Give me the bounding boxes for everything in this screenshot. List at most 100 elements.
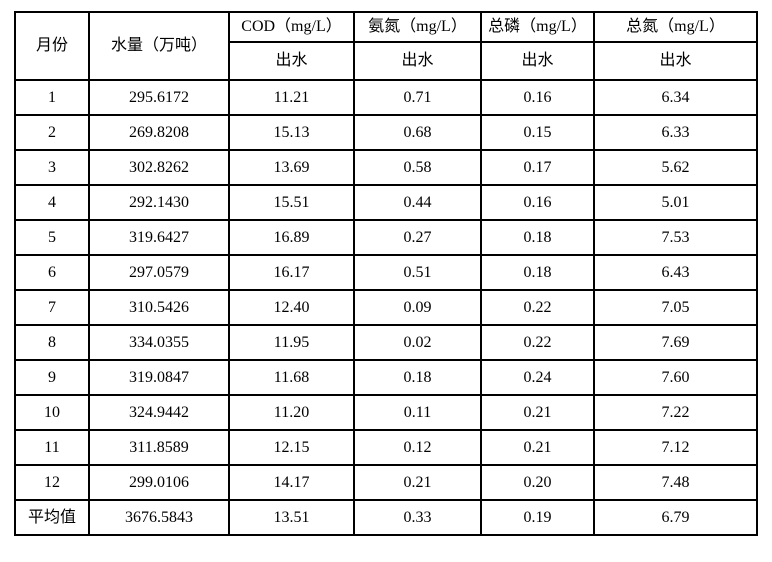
table-cell: 319.0847 xyxy=(88,359,230,396)
table-cell: 7.48 xyxy=(593,464,758,501)
water-quality-table: 月份 水量（万吨） COD（mg/L） 氨氮（mg/L） 总磷（mg/L） 总氮… xyxy=(14,11,758,536)
table-row: 平均值 3676.5843 13.51 0.33 0.19 6.79 xyxy=(14,499,758,536)
column-header-total-nitrogen: 总氮（mg/L） xyxy=(593,11,758,43)
table-row: 10 324.9442 11.20 0.11 0.21 7.22 xyxy=(14,394,758,431)
table-row: 2 269.8208 15.13 0.68 0.15 6.33 xyxy=(14,114,758,151)
subheader-cod-outflow: 出水 xyxy=(228,41,355,81)
table-cell: 0.18 xyxy=(353,359,482,396)
table-cell: 0.12 xyxy=(353,429,482,466)
table-cell: 319.6427 xyxy=(88,219,230,256)
table-cell: 0.68 xyxy=(353,114,482,151)
table-cell: 11.20 xyxy=(228,394,355,431)
month-cell: 4 xyxy=(14,184,90,221)
month-cell: 2 xyxy=(14,114,90,151)
column-header-water-volume: 水量（万吨） xyxy=(88,11,230,81)
table-cell: 0.17 xyxy=(480,149,595,186)
table-cell: 0.22 xyxy=(480,324,595,361)
table-cell: 269.8208 xyxy=(88,114,230,151)
table-cell: 6.34 xyxy=(593,79,758,116)
table-cell: 5.01 xyxy=(593,184,758,221)
table-cell: 0.58 xyxy=(353,149,482,186)
month-cell: 7 xyxy=(14,289,90,326)
month-cell: 1 xyxy=(14,79,90,116)
table-cell: 7.53 xyxy=(593,219,758,256)
month-cell: 10 xyxy=(14,394,90,431)
month-cell: 5 xyxy=(14,219,90,256)
table-cell: 0.44 xyxy=(353,184,482,221)
table-cell: 15.51 xyxy=(228,184,355,221)
table-cell: 0.24 xyxy=(480,359,595,396)
table-cell: 0.22 xyxy=(480,289,595,326)
table-cell: 0.15 xyxy=(480,114,595,151)
table-cell: 295.6172 xyxy=(88,79,230,116)
subheader-ammonia-outflow: 出水 xyxy=(353,41,482,81)
table-row: 5 319.6427 16.89 0.27 0.18 7.53 xyxy=(14,219,758,256)
table-cell: 0.18 xyxy=(480,219,595,256)
table-cell: 16.89 xyxy=(228,219,355,256)
table-cell: 16.17 xyxy=(228,254,355,291)
table-cell: 13.69 xyxy=(228,149,355,186)
month-cell: 6 xyxy=(14,254,90,291)
table-cell: 11.68 xyxy=(228,359,355,396)
month-cell: 8 xyxy=(14,324,90,361)
month-cell: 平均值 xyxy=(14,499,90,536)
table-cell: 15.13 xyxy=(228,114,355,151)
table-cell: 0.21 xyxy=(480,429,595,466)
table-cell: 6.33 xyxy=(593,114,758,151)
table-cell: 0.71 xyxy=(353,79,482,116)
table-row: 9 319.0847 11.68 0.18 0.24 7.60 xyxy=(14,359,758,396)
table-cell: 13.51 xyxy=(228,499,355,536)
table-row: 11 311.8589 12.15 0.12 0.21 7.12 xyxy=(14,429,758,466)
table-cell: 5.62 xyxy=(593,149,758,186)
table-cell: 0.18 xyxy=(480,254,595,291)
month-cell: 3 xyxy=(14,149,90,186)
table-cell: 6.43 xyxy=(593,254,758,291)
table-cell: 7.22 xyxy=(593,394,758,431)
table-cell: 302.8262 xyxy=(88,149,230,186)
table-row: 7 310.5426 12.40 0.09 0.22 7.05 xyxy=(14,289,758,326)
table-cell: 7.69 xyxy=(593,324,758,361)
subheader-phosphorus-outflow: 出水 xyxy=(480,41,595,81)
column-header-cod: COD（mg/L） xyxy=(228,11,355,43)
column-header-month: 月份 xyxy=(14,11,90,81)
table-cell: 0.11 xyxy=(353,394,482,431)
table-cell: 0.02 xyxy=(353,324,482,361)
table-row: 6 297.0579 16.17 0.51 0.18 6.43 xyxy=(14,254,758,291)
column-header-ammonia-nitrogen: 氨氮（mg/L） xyxy=(353,11,482,43)
table-body: 1 295.6172 11.21 0.71 0.16 6.34 2 269.8208 15.13… xyxy=(14,79,758,536)
table-cell: 324.9442 xyxy=(88,394,230,431)
table-cell: 0.16 xyxy=(480,184,595,221)
table-cell: 0.27 xyxy=(353,219,482,256)
table-cell: 0.19 xyxy=(480,499,595,536)
table-cell: 0.21 xyxy=(480,394,595,431)
month-cell: 9 xyxy=(14,359,90,396)
table-cell: 310.5426 xyxy=(88,289,230,326)
table-row: 4 292.1430 15.51 0.44 0.16 5.01 xyxy=(14,184,758,221)
table-cell: 292.1430 xyxy=(88,184,230,221)
table-cell: 12.15 xyxy=(228,429,355,466)
table-cell: 11.21 xyxy=(228,79,355,116)
table-cell: 0.09 xyxy=(353,289,482,326)
table-row: 3 302.8262 13.69 0.58 0.17 5.62 xyxy=(14,149,758,186)
table-row: 8 334.0355 11.95 0.02 0.22 7.69 xyxy=(14,324,758,361)
table-cell: 0.51 xyxy=(353,254,482,291)
table-cell: 0.20 xyxy=(480,464,595,501)
month-cell: 12 xyxy=(14,464,90,501)
table-cell: 14.17 xyxy=(228,464,355,501)
table-cell: 0.21 xyxy=(353,464,482,501)
table-cell: 3676.5843 xyxy=(88,499,230,536)
header-row-1: 月份 水量（万吨） COD（mg/L） 氨氮（mg/L） 总磷（mg/L） 总氮… xyxy=(14,11,758,81)
table-cell: 12.40 xyxy=(228,289,355,326)
column-header-total-phosphorus: 总磷（mg/L） xyxy=(480,11,595,43)
subheader-nitrogen-outflow: 出水 xyxy=(593,41,758,81)
table-row: 1 295.6172 11.21 0.71 0.16 6.34 xyxy=(14,79,758,116)
table-cell: 7.60 xyxy=(593,359,758,396)
month-cell: 11 xyxy=(14,429,90,466)
header-row-2: 出水 出水 出水 出水 xyxy=(15,41,758,81)
table-cell: 311.8589 xyxy=(88,429,230,466)
table-cell: 0.16 xyxy=(480,79,595,116)
table-cell: 0.33 xyxy=(353,499,482,536)
table-cell: 297.0579 xyxy=(88,254,230,291)
table-cell: 11.95 xyxy=(228,324,355,361)
